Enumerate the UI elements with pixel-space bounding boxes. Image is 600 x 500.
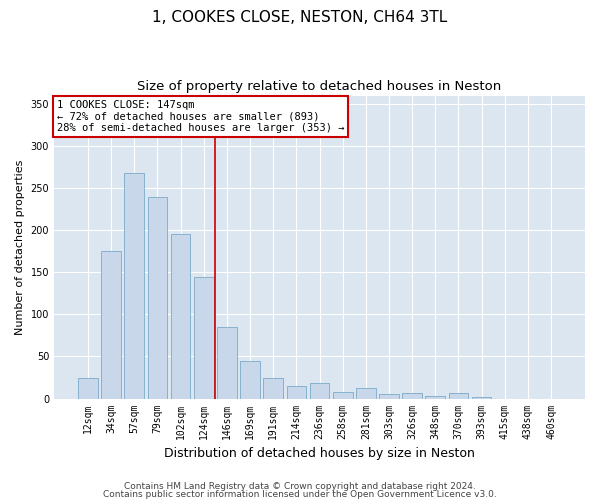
Bar bbox=[101, 252, 121, 398]
Title: Size of property relative to detached houses in Neston: Size of property relative to detached ho… bbox=[137, 80, 502, 93]
Bar bbox=[333, 392, 353, 398]
Text: Contains public sector information licensed under the Open Government Licence v3: Contains public sector information licen… bbox=[103, 490, 497, 499]
Bar bbox=[310, 384, 329, 398]
Bar bbox=[379, 394, 399, 398]
Text: 1, COOKES CLOSE, NESTON, CH64 3TL: 1, COOKES CLOSE, NESTON, CH64 3TL bbox=[152, 10, 448, 25]
Y-axis label: Number of detached properties: Number of detached properties bbox=[15, 160, 25, 334]
Bar bbox=[148, 196, 167, 398]
Bar bbox=[472, 397, 491, 398]
Bar bbox=[263, 378, 283, 398]
Bar bbox=[124, 173, 144, 398]
Bar bbox=[402, 392, 422, 398]
Bar bbox=[240, 360, 260, 399]
Bar bbox=[425, 396, 445, 398]
Bar bbox=[356, 388, 376, 398]
Bar bbox=[194, 276, 214, 398]
Text: Contains HM Land Registry data © Crown copyright and database right 2024.: Contains HM Land Registry data © Crown c… bbox=[124, 482, 476, 491]
Text: 1 COOKES CLOSE: 147sqm
← 72% of detached houses are smaller (893)
28% of semi-de: 1 COOKES CLOSE: 147sqm ← 72% of detached… bbox=[56, 100, 344, 134]
Bar bbox=[217, 327, 237, 398]
Bar bbox=[78, 378, 98, 398]
Bar bbox=[171, 234, 190, 398]
Bar bbox=[449, 392, 468, 398]
X-axis label: Distribution of detached houses by size in Neston: Distribution of detached houses by size … bbox=[164, 447, 475, 460]
Bar bbox=[287, 386, 306, 398]
